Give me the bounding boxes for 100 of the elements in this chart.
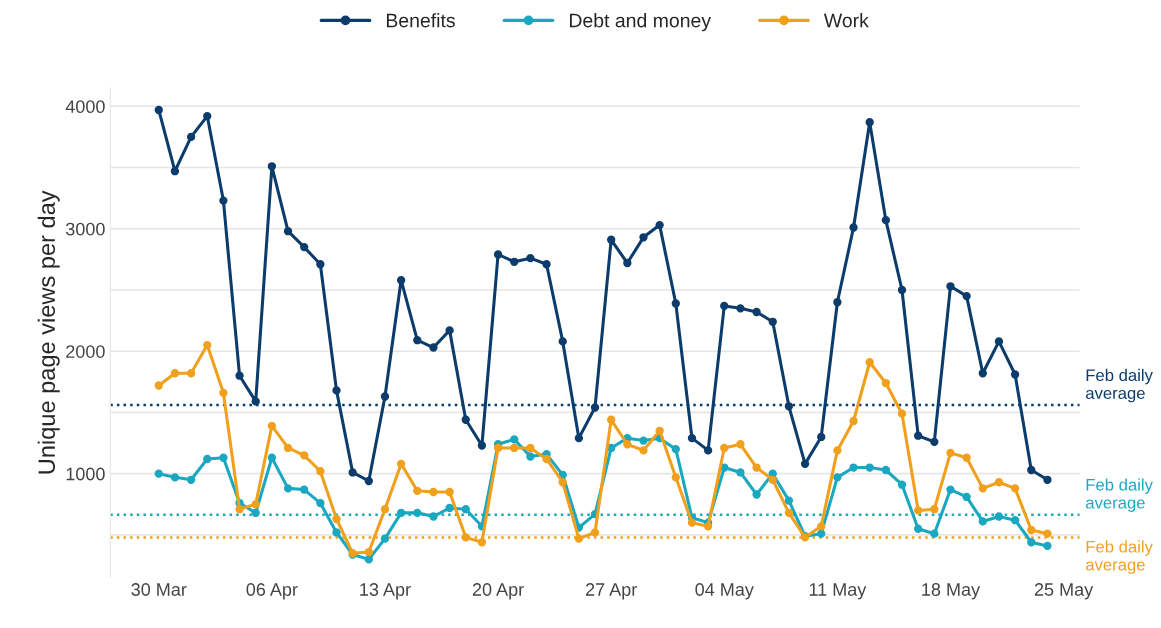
point: [736, 468, 745, 477]
point: [1043, 475, 1052, 484]
point: [429, 512, 438, 521]
point: [849, 416, 858, 426]
point: [429, 487, 438, 497]
point: [962, 291, 971, 301]
point: [994, 478, 1004, 487]
point: [542, 260, 551, 269]
point: [300, 485, 309, 494]
point: [203, 111, 212, 121]
point: [413, 336, 422, 345]
point: [946, 448, 955, 458]
point: [461, 415, 470, 424]
point: [154, 381, 163, 390]
point: [1043, 529, 1052, 538]
y-axis-title: Unique page views per day: [37, 190, 60, 474]
point: [800, 459, 810, 469]
point: [833, 446, 842, 455]
point: [574, 534, 584, 543]
x-tick-label: 18 May: [922, 583, 981, 600]
point: [607, 415, 616, 424]
point: [623, 258, 632, 268]
point: [817, 432, 826, 442]
point: [283, 443, 293, 453]
point: [316, 260, 325, 269]
point: [429, 343, 438, 352]
x-tick-label: 13 Apr: [360, 583, 411, 600]
point: [267, 162, 277, 171]
point: [994, 512, 1004, 521]
point: [784, 508, 794, 518]
point: [849, 463, 858, 472]
point: [978, 369, 987, 378]
point: [526, 253, 535, 263]
point: [332, 528, 341, 537]
point: [186, 369, 196, 378]
point: [590, 528, 600, 537]
point: [170, 167, 180, 176]
point: [203, 454, 212, 464]
point: [655, 220, 664, 230]
point: [671, 445, 680, 454]
point: [752, 307, 761, 317]
point: [881, 378, 891, 388]
point: [396, 276, 406, 285]
point: [154, 105, 163, 115]
point: [219, 453, 228, 462]
point: [655, 426, 664, 435]
ref-line-label: Feb daily average: [1085, 368, 1153, 403]
point: [897, 409, 907, 418]
point: [639, 233, 648, 242]
y-tick-label: 1000: [66, 467, 105, 481]
ref-line-label: Feb daily average: [1085, 478, 1153, 512]
point: [251, 500, 260, 509]
point: [493, 443, 503, 453]
ref-line-label: Feb daily average: [1085, 540, 1153, 574]
point: [461, 533, 470, 542]
point: [1027, 538, 1036, 547]
point: [897, 285, 907, 295]
point: [881, 465, 891, 475]
point: [445, 326, 454, 335]
point: [510, 435, 519, 444]
point: [946, 485, 955, 494]
point: [510, 443, 519, 453]
point: [607, 235, 616, 244]
point: [300, 451, 309, 460]
point: [477, 538, 487, 547]
point: [1043, 541, 1052, 551]
point: [380, 392, 390, 401]
point: [978, 517, 987, 526]
point: [574, 433, 584, 443]
point: [445, 487, 454, 497]
legend-label: Benefits: [386, 13, 455, 28]
point: [170, 369, 180, 378]
x-tick-label: 04 May: [695, 583, 754, 600]
point: [267, 421, 277, 431]
point: [445, 503, 454, 513]
point: [752, 463, 761, 472]
point: [203, 340, 212, 350]
legend-label: Work: [823, 13, 869, 28]
point: [752, 490, 761, 499]
point: [639, 436, 648, 445]
point: [493, 250, 503, 259]
point: [413, 508, 422, 518]
point: [720, 301, 729, 311]
point: [930, 529, 939, 538]
point: [978, 484, 987, 493]
x-tick-label: 06 Apr: [246, 583, 298, 600]
point: [623, 440, 632, 449]
point: [542, 454, 551, 464]
point: [510, 257, 519, 266]
point: [364, 476, 373, 486]
point: [881, 216, 891, 225]
point: [380, 505, 390, 514]
point: [300, 242, 309, 252]
point: [526, 443, 535, 453]
point: [154, 469, 163, 478]
point: [913, 431, 923, 440]
point: [865, 463, 874, 472]
point: [833, 473, 842, 482]
point: [380, 534, 390, 543]
point: [219, 388, 228, 398]
